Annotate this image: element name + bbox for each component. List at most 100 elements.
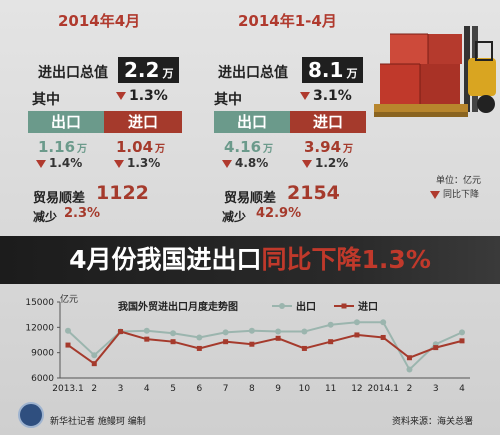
right-total-unit: 万 [346,67,358,80]
down-triangle-icon [36,159,46,168]
left-total-change: 1.3% [116,88,168,104]
left-total-label: 进出口总值 [38,65,108,81]
right-import-pill: 进口 [290,111,366,133]
right-import-value: 3.94 [304,138,342,156]
right-of-which-label: 其中 [214,92,242,108]
import-point [196,345,202,351]
x-tick-label: 9 [275,384,281,394]
left-import-unit: 万 [155,144,166,155]
legend-marker [279,303,285,309]
x-tick-label: 2 [407,384,413,394]
trade-line-chart: 我国外贸进出口月度走势图 亿元 出口 进口 600090001200015000 … [25,293,470,394]
x-tick-label: 2013.1 [52,384,84,394]
export-point [327,321,334,328]
import-point [433,345,439,351]
y-tick-label: 6000 [31,374,54,384]
import-point [91,361,97,367]
x-tick-label: 3 [433,384,439,394]
right-export-unit: 万 [263,144,274,155]
x-tick-label: 5 [170,384,176,394]
x-tick-label: 11 [325,384,336,394]
down-triangle-icon [116,92,126,100]
export-point [65,327,71,334]
export-point [459,329,465,336]
import-point [459,338,465,344]
right-decrease-label: 减少 [222,210,247,224]
down-triangle-icon [300,92,310,100]
left-period-title: 2014年4月 [58,12,141,30]
footer-source: 资料来源：海关总署 [392,417,474,427]
left-export-change: 1.4% [36,156,82,170]
left-import-pill: 进口 [104,111,182,133]
series-line-export [67,321,463,372]
left-export-value: 1.16 [38,138,76,156]
import-point [275,335,281,341]
import-point [65,342,71,348]
left-total-change-value: 1.3% [129,88,168,104]
x-tick-label: 4 [459,384,465,394]
left-export-unit: 万 [77,144,88,155]
left-import-change-value: 1.3% [127,156,161,170]
import-point [223,339,229,345]
right-export-change-value: 4.8% [235,156,269,170]
import-point [249,341,255,347]
x-tick-label: 7 [223,384,229,394]
xinhua-seal-icon [18,402,44,428]
export-point [301,328,308,335]
right-period-title: 2014年1-4月 [238,12,337,30]
right-surplus-label: 贸易顺差 [224,191,277,206]
left-import-value: 1.04 [116,138,154,156]
right-surplus-value: 2154 [287,182,340,204]
left-of-which-label: 其中 [32,92,60,108]
import-point [406,355,412,361]
import-point [170,339,176,345]
export-point [248,327,255,334]
import-point [301,345,307,351]
y-tick-label: 15000 [25,298,54,308]
x-tick-label: 12 [351,384,362,394]
import-point [328,339,334,345]
right-total-change-value: 3.1% [313,88,352,104]
x-tick-label: 2 [91,384,97,394]
left-decrease-value: 2.3% [64,206,101,221]
down-triangle-icon [114,159,124,168]
export-point [196,334,203,341]
left-export-pill: 出口 [28,111,104,133]
right-total-label: 进出口总值 [218,65,288,81]
legend-marker [341,303,347,309]
forklift-illustration-icon [374,26,496,117]
left-decrease-label: 减少 [33,210,58,224]
right-decrease-value: 42.9% [256,206,302,221]
change-note: 同比下降 [430,187,479,200]
right-export-change: 4.8% [222,156,268,170]
x-tick-label: 4 [144,384,150,394]
chart-title: 我国外贸进出口月度走势图 [118,300,238,313]
x-tick-label: 6 [196,384,202,394]
headline-banner [0,236,500,284]
right-import-unit: 万 [343,144,354,155]
export-point [380,319,387,326]
x-tick-label: 10 [299,384,311,394]
x-tick-label: 8 [249,384,255,394]
right-import-change-value: 1.2% [315,156,349,170]
right-export-value: 4.16 [224,138,262,156]
export-point [275,328,282,335]
right-import-value-wrap: 3.94 万 [304,138,353,156]
footer-credit: 新华社记者 施鳗珂 编制 [50,417,146,427]
right-total-value: 8.1 [308,58,344,82]
import-point [144,336,150,342]
legend-label: 出口 [296,300,316,313]
left-export-value-wrap: 1.16 万 [38,138,87,156]
export-point [353,319,360,326]
y-tick-label: 12000 [25,323,54,333]
right-export-pill: 出口 [214,111,290,133]
down-triangle-icon [222,159,232,168]
export-point [170,330,177,337]
import-point [118,329,124,335]
left-total-unit: 万 [162,67,174,80]
left-total-box: 2.2 万 [118,57,180,83]
change-note-text: 同比下降 [443,190,480,200]
down-triangle-icon [302,159,312,168]
down-triangle-icon [430,190,440,199]
